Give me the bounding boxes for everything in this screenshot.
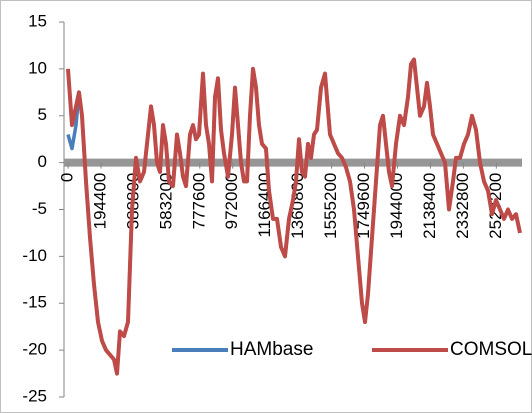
- y-tick-label: 10: [28, 58, 47, 77]
- x-tick-label: 583200: [156, 173, 175, 230]
- x-tick-label: 1749600: [354, 173, 373, 239]
- y-tick-label: 15: [28, 11, 47, 30]
- legend-label: HAMbase: [230, 339, 313, 360]
- y-tick-label: 0: [38, 152, 47, 171]
- series-line: [66, 57, 522, 376]
- legend-label: COMSOL: [450, 339, 532, 360]
- y-tick-label: -5: [32, 199, 47, 218]
- y-tick-label: -25: [22, 386, 47, 405]
- x-tick-label: 2138400: [420, 173, 439, 239]
- y-tick-label: -15: [22, 293, 47, 312]
- x-tick-label: 1944000: [387, 173, 406, 239]
- x-tick-label: 2332800: [453, 173, 472, 239]
- y-tick-label: -20: [22, 340, 47, 359]
- x-tick-label: 777600: [189, 173, 208, 230]
- x-tick-label: 0: [57, 173, 76, 182]
- x-tick-label: 194400: [90, 173, 109, 230]
- x-tick-label: 1555200: [321, 173, 340, 239]
- y-tick-label: 5: [38, 105, 47, 124]
- x-tick-label: 972000: [222, 173, 241, 230]
- y-tick-label: -10: [22, 246, 47, 265]
